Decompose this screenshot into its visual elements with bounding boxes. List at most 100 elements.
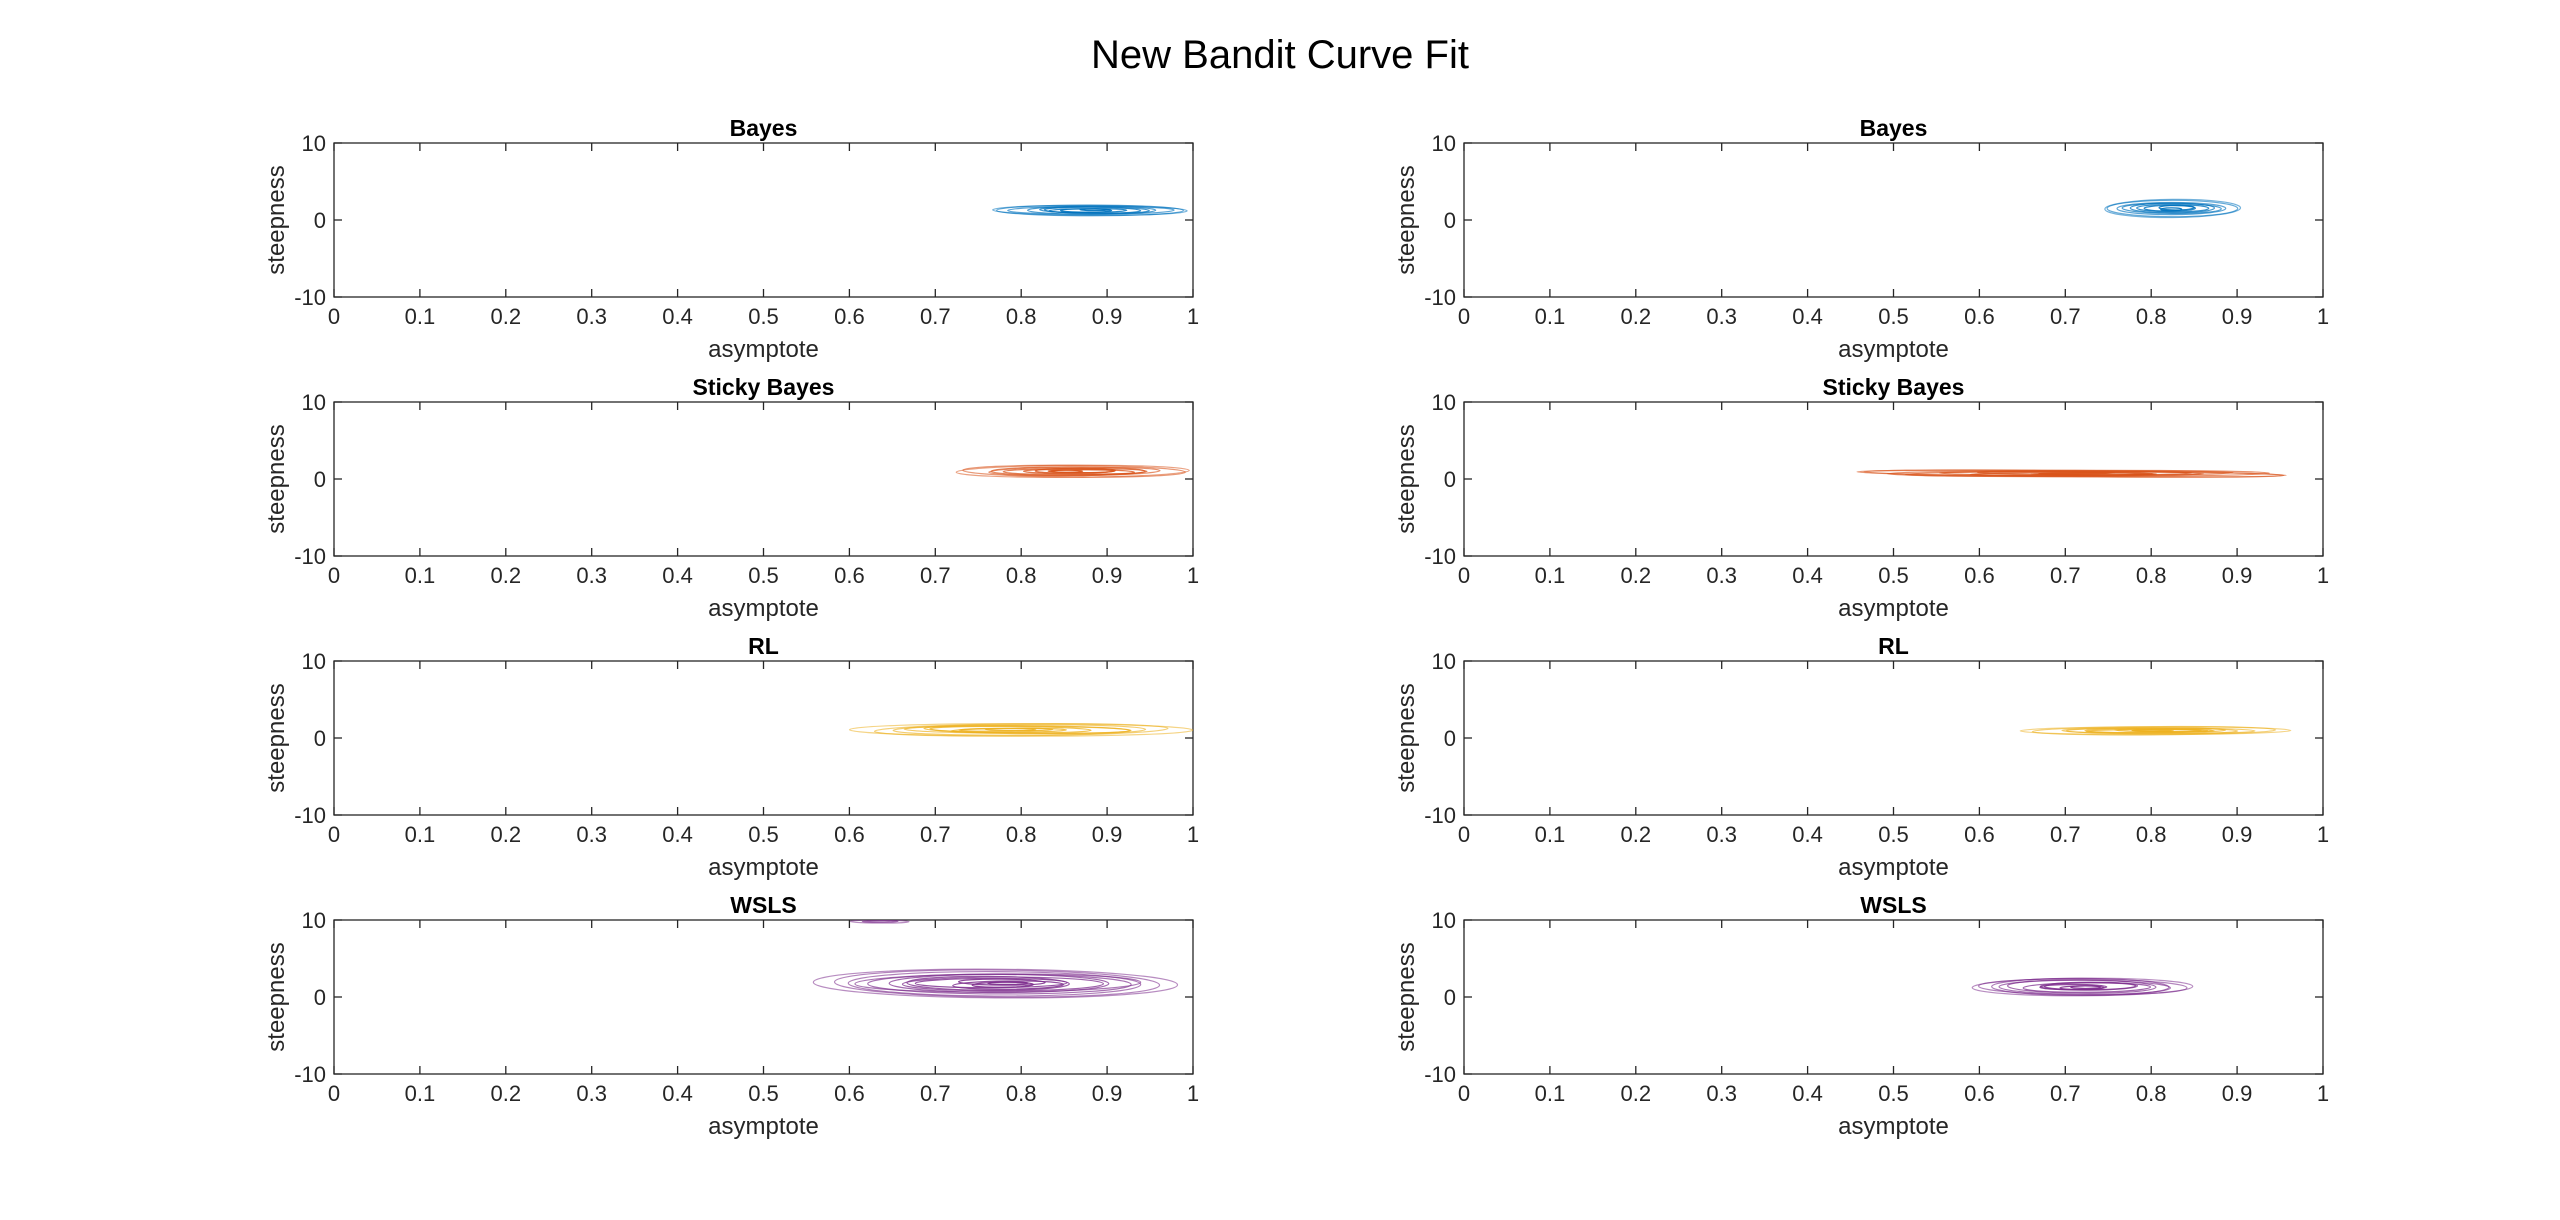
contour-line [2131,729,2174,732]
x-tick-label: 0.4 [1792,304,1823,329]
x-axis-label: asymptote [1838,595,1949,622]
x-tick-label: 0.2 [491,1081,522,1106]
x-tick-label: 1 [2317,563,2329,588]
x-tick-label: 0.5 [748,304,779,329]
x-tick-label: 0.9 [1092,304,1123,329]
x-tick-label: 1 [2317,304,2329,329]
contour-line [984,727,1037,732]
contour-line [2106,199,2239,218]
y-tick-label: -10 [1424,1062,1456,1087]
subplot-8: 0 0.1 0.2 0.3 0.4 0.5 0.6 0.7 0.8 0.9 1-10010WSLSa… [1393,892,2329,1140]
y-tick-label: -10 [294,1062,326,1087]
contour-line [962,464,1186,478]
axes-box [333,401,1194,557]
contour-line [957,978,1046,986]
y-tick-label: -10 [1424,803,1456,828]
subplot-title: Bayes [1860,115,1928,141]
x-tick-label: 0.5 [748,822,779,847]
contour-line [2037,472,2116,475]
y-axis-label: steepness [1393,942,1420,1051]
y-tick-label: -10 [294,285,326,310]
y-tick-label: 10 [302,131,326,156]
x-tick-label: 0.9 [2222,1081,2253,1106]
contour-line [1026,205,1157,215]
x-tick-label: 0.2 [491,563,522,588]
x-tick-label: 0.3 [1706,563,1737,588]
y-tick-label: -10 [294,544,326,569]
contour-line [2136,203,2210,213]
subplot-7: 0 0.1 0.2 0.3 0.4 0.5 0.6 0.7 0.8 0.9 1-10010WSLSa… [263,892,1199,1140]
contour-group [992,204,1188,217]
contour-line [1047,469,1084,473]
y-axis-label: steepness [1393,424,1420,533]
x-tick-label: 0.4 [1792,1081,1823,1106]
contour-line [1886,469,2270,478]
y-tick-label: 10 [1432,131,1456,156]
x-tick-label: 0.7 [2050,1081,2081,1106]
y-tick-label: 10 [302,908,326,933]
x-tick-label: 0.2 [1621,1081,1652,1106]
x-tick-label: 1 [1187,563,1199,588]
x-tick-label: 0.7 [920,822,951,847]
x-axis-label: asymptote [1838,1113,1949,1140]
x-tick-label: 0.8 [2136,822,2167,847]
x-tick-label: 0 [1458,563,1470,588]
contour-group [848,723,1193,737]
subplot-title: Bayes [730,115,798,141]
contour-line [892,724,1147,736]
contour-line [2160,207,2183,212]
y-axis-label: steepness [263,942,290,1051]
x-tick-label: 0.3 [576,822,607,847]
contour-group [812,920,1179,999]
x-tick-label: 0.6 [834,1081,865,1106]
x-tick-label: 0.3 [1706,304,1737,329]
x-tick-label: 0.3 [1706,1081,1737,1106]
contour-line [1043,206,1142,214]
subplot-title: WSLS [730,892,796,918]
contour-line [2129,202,2216,214]
contour-line [2116,201,2227,216]
x-tick-label: 0.6 [834,304,865,329]
y-tick-label: 0 [314,208,326,233]
x-tick-label: 0.7 [920,563,951,588]
x-tick-label: 0 [328,822,340,847]
x-tick-label: 0.2 [1621,304,1652,329]
subplot-6: 0 0.1 0.2 0.3 0.4 0.5 0.6 0.7 0.8 0.9 1-10010RLasy… [1393,633,2329,881]
x-tick-label: 0.2 [1621,563,1652,588]
contour-line [1050,469,1116,474]
y-axis-label: steepness [1393,683,1420,792]
x-tick-label: 0.2 [491,304,522,329]
x-tick-label: 0.3 [576,1081,607,1106]
x-tick-label: 1 [1187,1081,1199,1106]
y-axis-label: steepness [1393,165,1420,274]
y-tick-label: 0 [1444,726,1456,751]
axes-box [333,660,1194,816]
contour-line [995,204,1185,217]
x-tick-label: 0.7 [2050,563,2081,588]
x-tick-label: 0.7 [920,304,951,329]
x-tick-label: 0.3 [576,304,607,329]
x-tick-label: 0.1 [1535,563,1566,588]
subplot-title: RL [1878,633,1909,659]
axes-box [1463,660,2324,816]
x-tick-label: 0.4 [1792,822,1823,847]
contour-line [2031,725,2277,736]
contour-line [1079,208,1111,212]
x-tick-label: 0.2 [1621,822,1652,847]
x-tick-label: 0.6 [1964,563,1995,588]
contour-group [1971,977,2194,997]
x-tick-label: 0.6 [834,822,865,847]
x-tick-label: 0.9 [2222,563,2253,588]
contour-line [1991,977,2170,997]
x-tick-label: 0.7 [2050,304,2081,329]
y-tick-label: 10 [1432,908,1456,933]
subplot-3: 0 0.1 0.2 0.3 0.4 0.5 0.6 0.7 0.8 0.9 1-10010Stick… [263,374,1199,622]
contour-line [812,968,1179,999]
contour-line [990,466,1146,477]
x-tick-label: 1 [2317,1081,2329,1106]
x-tick-label: 1 [1187,304,1199,329]
subplot-1: 0 0.1 0.2 0.3 0.4 0.5 0.6 0.7 0.8 0.9 1-10010Bayes… [263,115,1199,363]
x-tick-label: 0.9 [2222,822,2253,847]
x-tick-label: 0.9 [1092,1081,1123,1106]
